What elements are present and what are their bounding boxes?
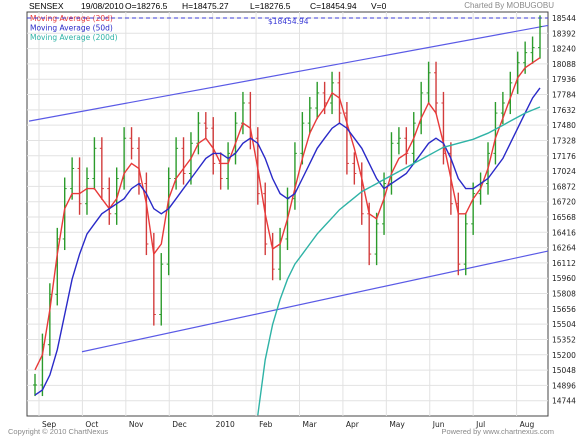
series-line bbox=[34, 87, 541, 396]
x-tick-label: May bbox=[389, 420, 405, 429]
y-tick-label: 17936 bbox=[552, 75, 576, 84]
y-tick-label: 17480 bbox=[552, 121, 576, 130]
legend-entry: Moving Average (200d) bbox=[30, 33, 118, 42]
y-tick-label: 17632 bbox=[552, 106, 576, 115]
x-tick-label: Jun bbox=[432, 420, 445, 429]
x-tick-label: 2010 bbox=[216, 420, 235, 429]
trend-lines bbox=[28, 24, 549, 353]
y-tick-label: 15656 bbox=[552, 305, 576, 314]
y-tick-label: 16416 bbox=[552, 228, 576, 237]
copyright-label: Copyright © 2010 ChartNexus bbox=[8, 427, 109, 436]
y-tick-label: 17784 bbox=[552, 91, 576, 100]
high-label: H=18475.27 bbox=[182, 1, 229, 11]
y-tick-label: 15504 bbox=[552, 320, 576, 329]
y-tick-label: 16720 bbox=[552, 198, 576, 207]
x-tick-label: Jul bbox=[475, 420, 485, 429]
x-tick-label: Feb bbox=[259, 420, 273, 429]
volume-label: V=0 bbox=[371, 1, 387, 11]
x-axis: Sep Oct Nov Dec 2010 Feb Mar Apr May Jun Jul Aug bbox=[42, 420, 534, 429]
credit-label: Charted By MOBUGOBU bbox=[464, 1, 554, 10]
y-tick-label: 14744 bbox=[552, 397, 576, 406]
y-axis: 18544 18392 18240 18088 17936 17784 17632 17480… bbox=[552, 14, 576, 406]
low-label: L=18276.5 bbox=[250, 1, 291, 11]
y-tick-label: 15048 bbox=[552, 366, 576, 375]
moving-average-lines bbox=[34, 57, 541, 416]
y-tick-label: 15808 bbox=[552, 290, 576, 299]
y-tick-label: 18392 bbox=[552, 29, 576, 38]
y-tick-label: 16872 bbox=[552, 182, 576, 191]
open-label: O=18276.5 bbox=[125, 1, 168, 11]
y-tick-label: 15352 bbox=[552, 335, 576, 344]
series-line bbox=[257, 106, 541, 416]
y-tick-label: 18088 bbox=[552, 60, 576, 69]
y-tick-label: 17328 bbox=[552, 136, 576, 145]
y-tick-label: 16264 bbox=[552, 244, 576, 253]
lower-trend-line bbox=[81, 250, 549, 353]
price-bars bbox=[33, 15, 542, 397]
upper-trend-line bbox=[28, 24, 549, 122]
x-tick-label: Aug bbox=[520, 420, 535, 429]
x-tick-label: Sep bbox=[42, 420, 56, 429]
y-tick-label: 16568 bbox=[552, 213, 576, 222]
powered-by-label: Powered by www.chartnexus.com bbox=[441, 427, 554, 436]
x-tick-label: Oct bbox=[85, 420, 98, 429]
x-tick-label: Mar bbox=[303, 420, 318, 429]
x-tick-label: Apr bbox=[346, 420, 360, 429]
legend-entry: Moving Average (50d) bbox=[30, 24, 113, 33]
x-tick-label: Dec bbox=[172, 420, 187, 429]
date-label: 19/08/2010 bbox=[81, 1, 124, 11]
y-tick-label: 14896 bbox=[552, 381, 576, 390]
y-tick-label: 17176 bbox=[552, 152, 576, 161]
y-tick-label: 18240 bbox=[552, 45, 576, 54]
y-tick-label: 15960 bbox=[552, 274, 576, 283]
y-tick-label: 18544 bbox=[552, 14, 576, 23]
y-tick-label: 15200 bbox=[552, 351, 576, 360]
close-label: C=18454.94 bbox=[310, 1, 357, 11]
series-line bbox=[34, 57, 541, 371]
symbol-label: SENSEX bbox=[29, 1, 64, 11]
x-tick-label: Nov bbox=[129, 420, 144, 429]
y-tick-label: 16112 bbox=[552, 259, 576, 268]
y-tick-label: 17024 bbox=[552, 167, 576, 176]
close-line-label: $18454.94 bbox=[268, 17, 309, 26]
